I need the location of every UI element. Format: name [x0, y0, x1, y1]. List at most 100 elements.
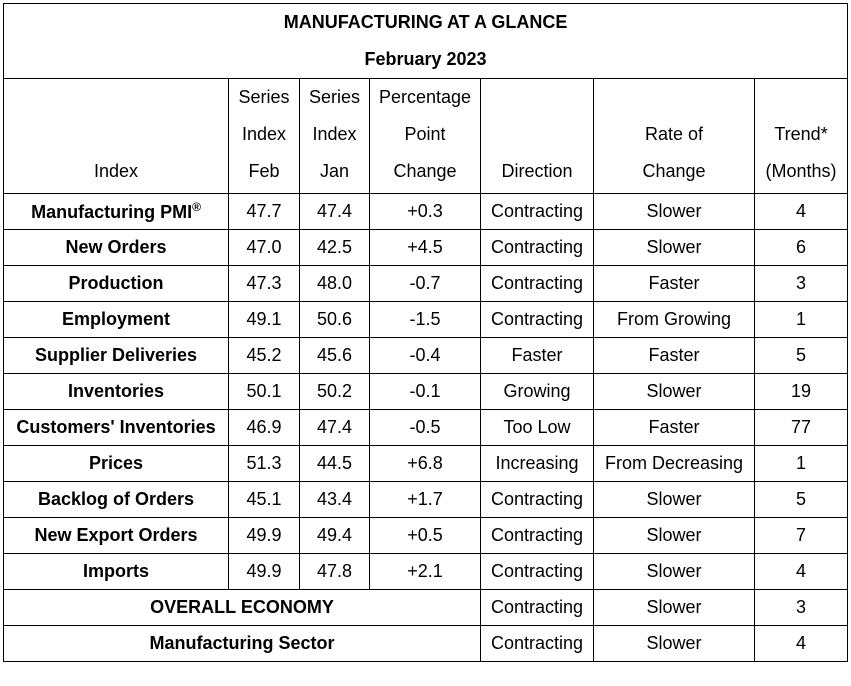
index-name: Inventories	[3, 373, 229, 410]
series-index-feb: 49.9	[228, 553, 300, 590]
title-row: MANUFACTURING AT A GLANCE February 2023	[2, 3, 849, 79]
series-index-feb: 47.0	[228, 229, 300, 266]
series-index-feb: 45.2	[228, 337, 300, 374]
series-index-jan: 42.5	[299, 229, 370, 266]
table-row: New Orders 47.0 42.5 +4.5 Contracting Slower 6	[3, 229, 849, 266]
trend-months: 19	[753, 373, 849, 410]
summary-row: OVERALL ECONOMY Contracting Slower 3	[3, 589, 849, 626]
series-index-feb: 49.9	[228, 517, 300, 554]
index-name: Production	[3, 265, 229, 302]
trend-months: 6	[753, 229, 849, 266]
trend-months: 5	[753, 481, 849, 518]
trend-months: 3	[753, 589, 849, 626]
series-index-jan: 47.8	[299, 553, 370, 590]
table-row: Employment 49.1 50.6 -1.5 Contracting From Gr…	[3, 301, 849, 338]
table-row: Prices 51.3 44.5 +6.8 Increasing From Decreas…	[3, 445, 849, 482]
subtitle-text: February 2023	[364, 49, 487, 69]
direction: Contracting	[480, 517, 594, 554]
table-row: Customers' Inventories 46.9 47.4 -0.5 Too Lo…	[3, 409, 849, 446]
rate-of-change: Slower	[593, 481, 755, 518]
percentage-point-change: -0.1	[369, 373, 481, 410]
rate-of-change: Slower	[593, 553, 755, 590]
direction: Contracting	[480, 625, 594, 662]
index-name-text: Supplier Deliveries	[34, 345, 198, 365]
trend-months: 1	[753, 445, 849, 482]
header-trend: Trend* (Months)	[753, 78, 849, 194]
rate-of-change: From Decreasing	[593, 445, 755, 482]
table-row: New Export Orders 49.9 49.4 +0.5 Contracting…	[3, 517, 849, 554]
index-name: Manufacturing PMI®	[3, 193, 229, 230]
series-index-feb: 49.1	[228, 301, 300, 338]
direction: Contracting	[480, 553, 594, 590]
series-index-jan: 49.4	[299, 517, 370, 554]
rate-of-change: Faster	[593, 265, 755, 302]
direction: Contracting	[480, 589, 594, 626]
series-index-feb: 47.7	[228, 193, 300, 230]
percentage-point-change: -1.5	[369, 301, 481, 338]
direction: Contracting	[480, 265, 594, 302]
index-name-text: New Orders	[65, 237, 167, 257]
percentage-point-change: +2.1	[369, 553, 481, 590]
percentage-point-change: -0.7	[369, 265, 481, 302]
series-index-jan: 50.6	[299, 301, 370, 338]
series-index-feb: 50.1	[228, 373, 300, 410]
percentage-point-change: +0.3	[369, 193, 481, 230]
series-index-feb: 45.1	[228, 481, 300, 518]
series-index-jan: 44.5	[299, 445, 370, 482]
series-index-jan: 50.2	[299, 373, 370, 410]
trend-months: 3	[753, 265, 849, 302]
index-name: Customers' Inventories	[3, 409, 229, 446]
index-name-text: Customers' Inventories	[16, 417, 216, 437]
index-name-text: Backlog of Orders	[37, 489, 195, 509]
direction: Faster	[480, 337, 594, 374]
trend-months: 77	[753, 409, 849, 446]
summary-row: Manufacturing Sector Contracting Slower 4	[3, 625, 849, 662]
table-row: Supplier Deliveries 45.2 45.6 -0.4 Faster Fas…	[3, 337, 849, 374]
trend-months: 4	[753, 625, 849, 662]
summary-rows: OVERALL ECONOMY Contracting Slower 3 Manufac…	[3, 589, 849, 662]
series-index-jan: 45.6	[299, 337, 370, 374]
direction: Contracting	[480, 481, 594, 518]
series-index-jan: 47.4	[299, 409, 370, 446]
trend-months: 7	[753, 517, 849, 554]
direction: Contracting	[480, 301, 594, 338]
index-name-text: Production	[68, 273, 164, 293]
series-index-feb: 46.9	[228, 409, 300, 446]
rate-of-change: From Growing	[593, 301, 755, 338]
header-direction: Direction	[480, 78, 594, 194]
index-name: New Export Orders	[3, 517, 229, 554]
header-percentage-change: Percentage Point Change	[369, 78, 481, 194]
direction: Too Low	[480, 409, 594, 446]
rate-of-change: Slower	[593, 193, 755, 230]
direction: Contracting	[480, 229, 594, 266]
header-index: Index	[3, 78, 229, 194]
index-name: New Orders	[3, 229, 229, 266]
trend-months: 1	[753, 301, 849, 338]
table-row: Manufacturing PMI® 47.7 47.4 +0.3 Contractin…	[3, 193, 849, 230]
table-row: Imports 49.9 47.8 +2.1 Contracting Slower 4	[3, 553, 849, 590]
series-index-feb: 47.3	[228, 265, 300, 302]
index-name-text: Inventories	[67, 381, 165, 401]
index-name: Backlog of Orders	[3, 481, 229, 518]
trend-months: 4	[753, 553, 849, 590]
index-name-text: Prices	[88, 453, 144, 473]
rate-of-change: Slower	[593, 625, 755, 662]
index-name: Employment	[3, 301, 229, 338]
table-title: MANUFACTURING AT A GLANCE February 2023	[2, 3, 849, 79]
index-name-text: Employment	[61, 309, 171, 329]
index-name-text: Manufacturing PMI	[31, 202, 193, 222]
summary-name: Manufacturing Sector	[3, 625, 481, 662]
series-index-feb: 51.3	[228, 445, 300, 482]
series-index-jan: 47.4	[299, 193, 370, 230]
manufacturing-table: MANUFACTURING AT A GLANCE February 2023 …	[2, 3, 849, 662]
registered-mark: ®	[192, 200, 201, 214]
table-row: Inventories 50.1 50.2 -0.1 Growing Slower 19	[3, 373, 849, 410]
direction: Increasing	[480, 445, 594, 482]
rate-of-change: Faster	[593, 337, 755, 374]
rate-of-change: Slower	[593, 229, 755, 266]
index-name: Prices	[3, 445, 229, 482]
direction: Growing	[480, 373, 594, 410]
index-name: Supplier Deliveries	[3, 337, 229, 374]
table-row: Production 47.3 48.0 -0.7 Contracting Faster 3	[3, 265, 849, 302]
index-rows: Manufacturing PMI® 47.7 47.4 +0.3 Contractin…	[3, 193, 849, 590]
